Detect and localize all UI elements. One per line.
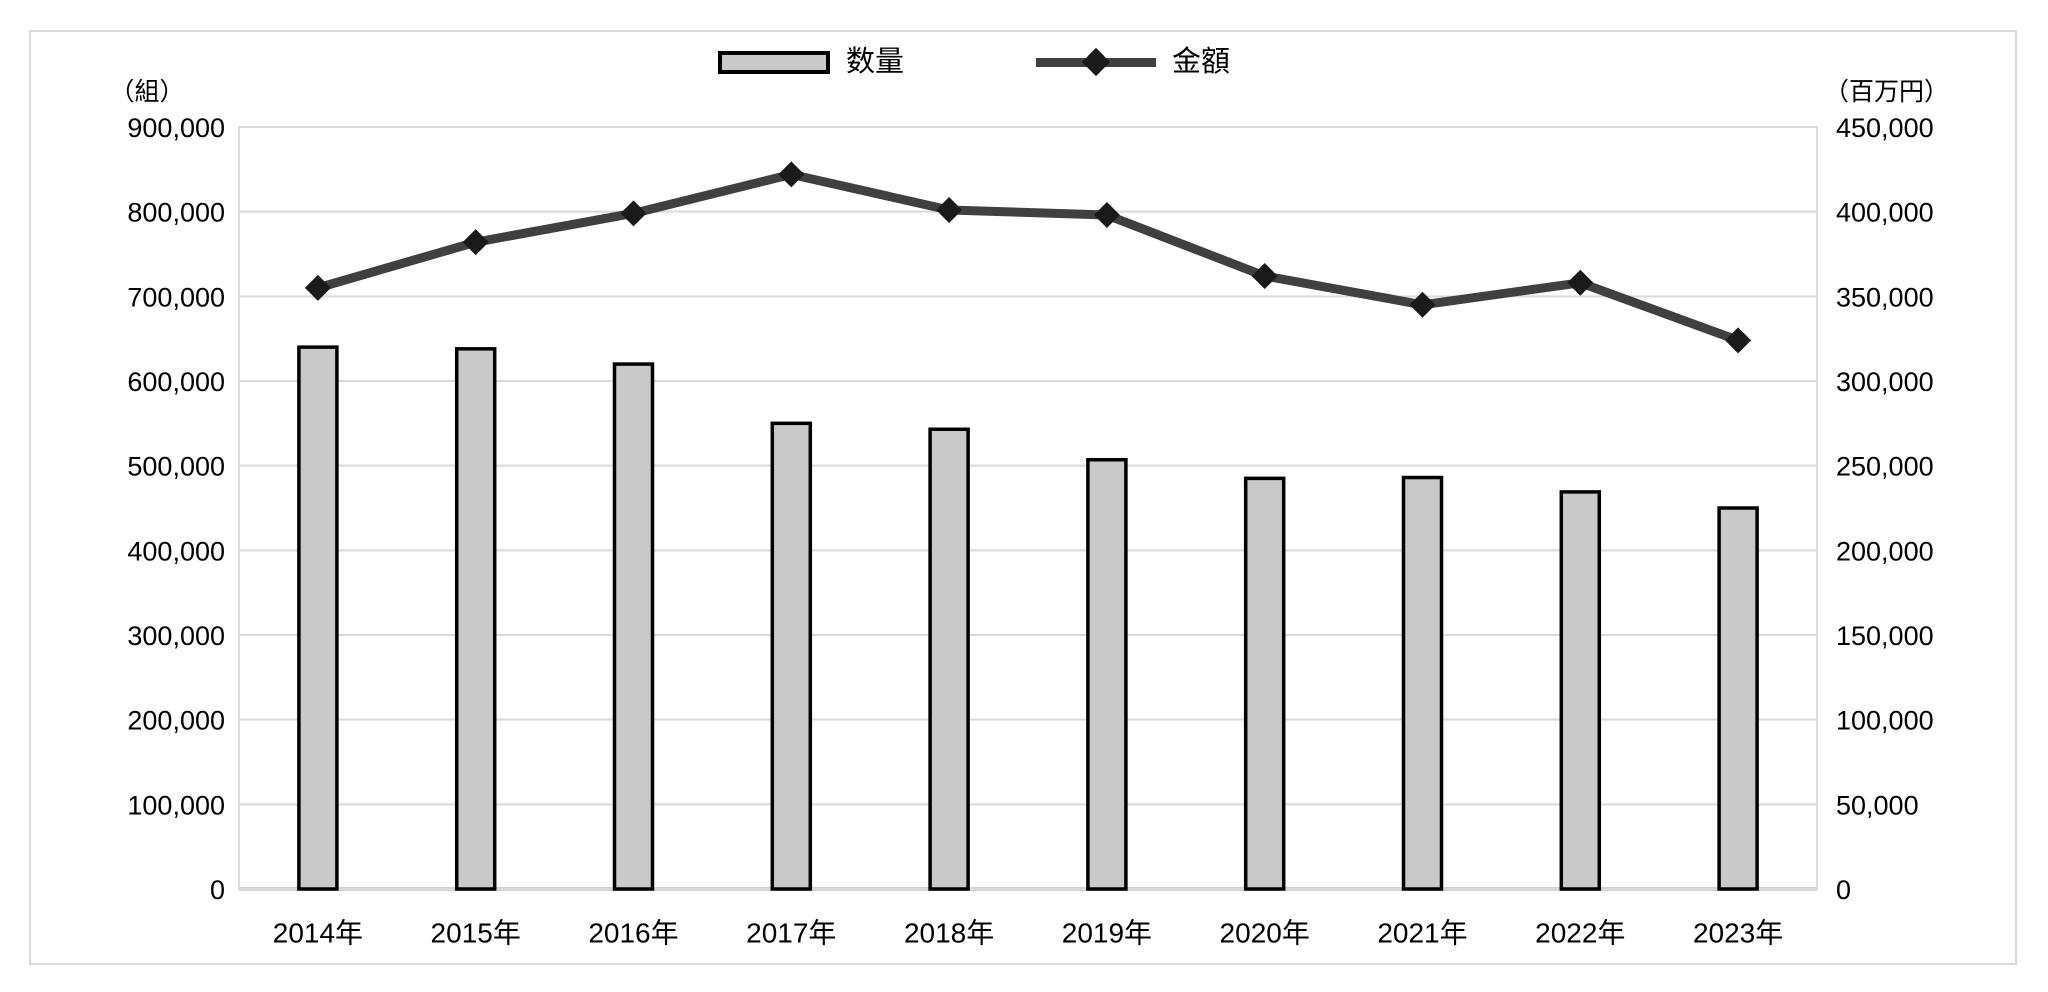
legend: 数量 金額 [0, 42, 2048, 82]
plot-border [238, 126, 1818, 890]
marker-2017年 [778, 161, 805, 188]
bar-2020年 [1243, 476, 1286, 891]
left-axis-tick: 700,000 [127, 282, 225, 312]
figure-frame [29, 30, 2017, 965]
bar-2014年 [297, 345, 339, 891]
right-axis-tick: 250,000 [1836, 452, 1934, 482]
right-axis-tick: 150,000 [1836, 621, 1934, 651]
legend-label-amount: 金額 [1172, 45, 1231, 78]
bar-2016年 [612, 362, 655, 891]
diamond-marker-icon [1081, 47, 1111, 77]
marker-2020年 [1251, 263, 1278, 290]
left-axis-unit-label: （組） [109, 78, 185, 106]
x-axis-label: 2021年 [1377, 918, 1467, 949]
x-axis-label: 2014年 [273, 918, 363, 949]
right-axis-unit-label: （百万円） [1824, 78, 1950, 106]
bar-2023年 [1717, 506, 1759, 891]
line-swatch-icon [1036, 47, 1156, 77]
legend-item-quantity: 数量 [717, 42, 904, 82]
right-axis-tick: 0 [1836, 875, 1851, 905]
left-axis-tick: 0 [210, 875, 225, 905]
legend-label-quantity: 数量 [845, 45, 904, 78]
right-axis-tick: 50,000 [1836, 790, 1919, 820]
right-axis-tick: 200,000 [1836, 536, 1934, 566]
marker-2022年 [1567, 269, 1594, 296]
right-axis-tick: 350,000 [1836, 282, 1934, 312]
legend-item-amount: 金額 [1036, 42, 1230, 82]
bar-2021年 [1401, 475, 1444, 891]
right-axis-tick: 450,000 [1836, 113, 1934, 143]
x-axis-label: 2015年 [431, 918, 521, 949]
marker-2016年 [620, 200, 647, 227]
marker-2019年 [1093, 202, 1120, 229]
amount-line [313, 169, 1743, 345]
bar-2019年 [1086, 457, 1128, 891]
marker-2023年 [1725, 327, 1752, 354]
left-axis-tick: 200,000 [127, 706, 225, 736]
left-axis-tick: 300,000 [127, 621, 225, 651]
x-axis-label: 2016年 [588, 918, 678, 949]
right-axis-tick: 300,000 [1836, 367, 1934, 397]
bar-swatch-icon [717, 50, 830, 74]
marker-2014年 [304, 274, 331, 301]
x-axis-label: 2020年 [1220, 918, 1310, 949]
bar-2017年 [770, 421, 813, 891]
left-axis-tick: 900,000 [127, 113, 225, 143]
x-axis-label: 2019年 [1062, 918, 1152, 949]
left-axis-tick: 400,000 [127, 536, 225, 566]
left-axis-tick: 800,000 [127, 198, 225, 228]
x-axis-label: 2022年 [1535, 918, 1625, 949]
left-axis-tick: 600,000 [127, 367, 225, 397]
x-axis-label: 2023年 [1693, 918, 1783, 949]
x-axis-label: 2017年 [746, 918, 836, 949]
left-axis-tick: 500,000 [127, 452, 225, 482]
marker-2021年 [1409, 291, 1436, 318]
x-axis-label: 2018年 [904, 918, 994, 949]
left-axis-tick: 100,000 [127, 790, 225, 820]
right-axis-tick: 400,000 [1836, 198, 1934, 228]
right-axis-tick: 100,000 [1836, 706, 1934, 736]
bar-2018年 [928, 427, 970, 891]
bar-2015年 [454, 347, 497, 891]
marker-2018年 [936, 196, 963, 223]
bar-2022年 [1559, 490, 1602, 891]
marker-2015年 [462, 229, 489, 256]
